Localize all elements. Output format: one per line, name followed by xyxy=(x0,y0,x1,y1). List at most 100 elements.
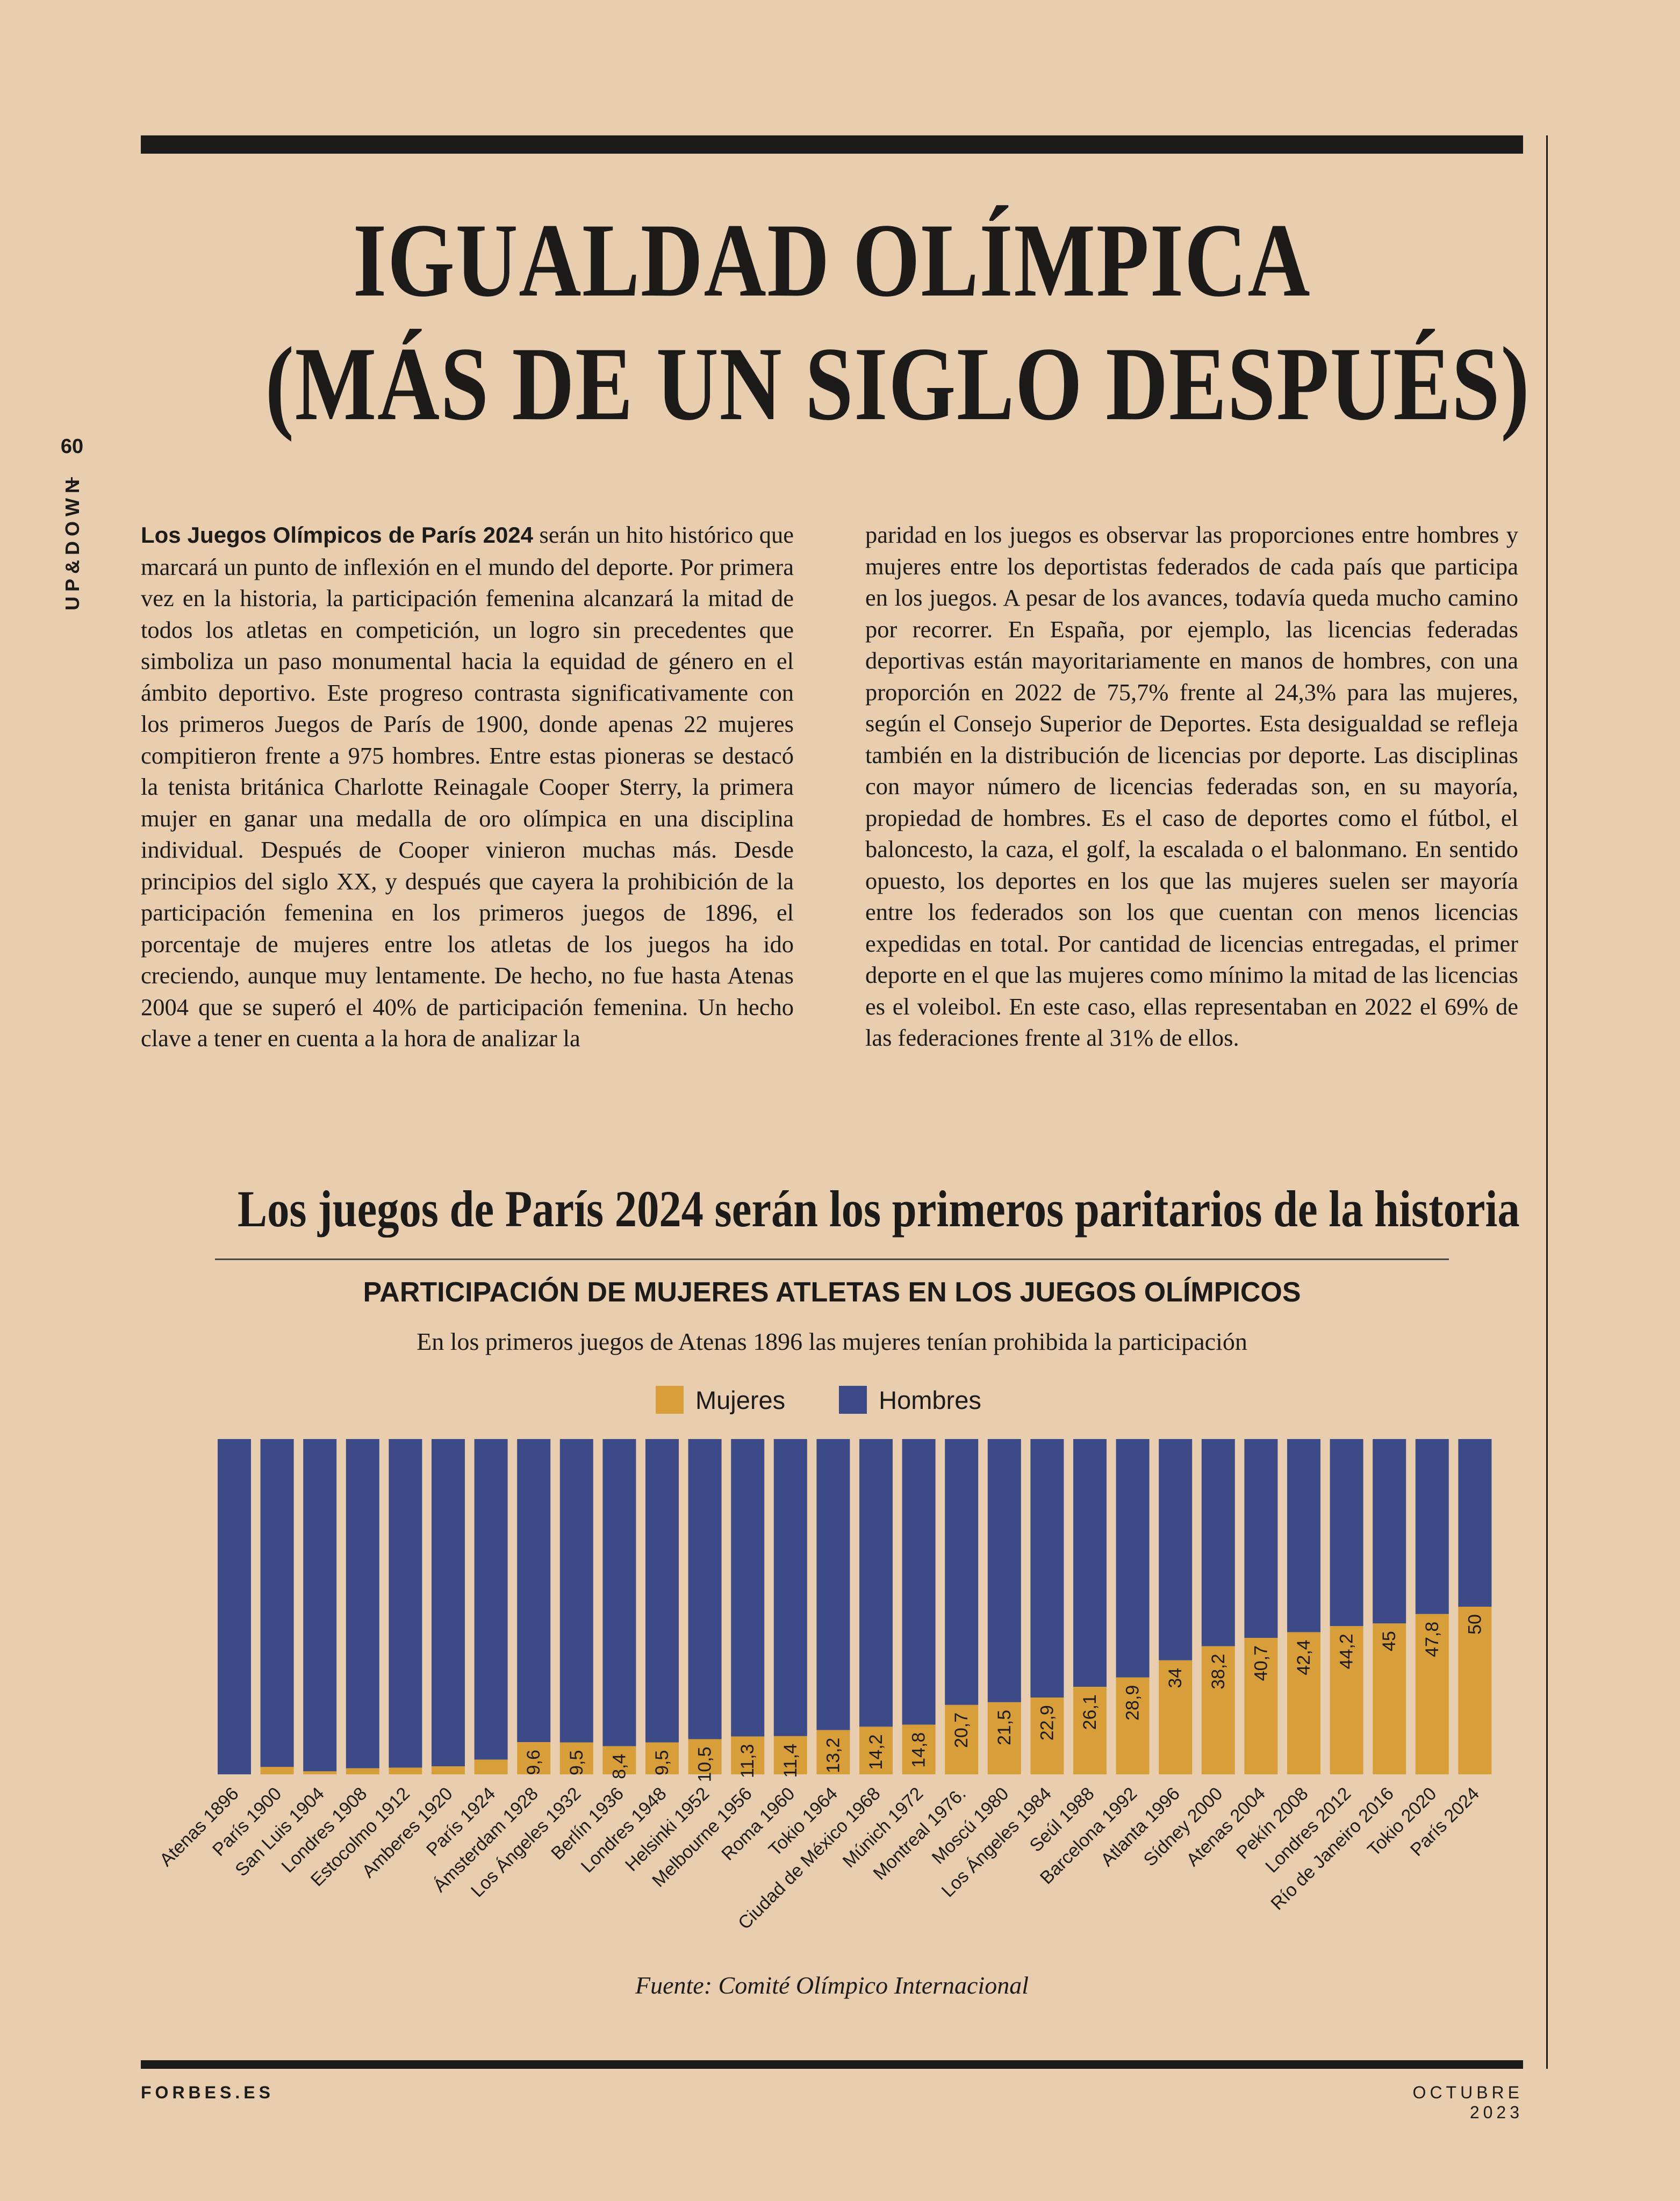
bar-hombres xyxy=(731,1439,765,1737)
legend-label-mujeres: Mujeres xyxy=(695,1385,786,1414)
category-label: Moscú 1980 xyxy=(928,1783,1013,1868)
bar-mujeres xyxy=(1330,1626,1363,1774)
bar-mujeres xyxy=(260,1767,294,1774)
article-column-1: Los Juegos Olímpicos de París 2024 serán… xyxy=(141,519,794,1054)
bar-hombres xyxy=(645,1439,679,1743)
bar-mujeres xyxy=(1415,1614,1449,1774)
headline-rule xyxy=(215,1258,1449,1260)
bar-hombres xyxy=(303,1439,337,1772)
category-label: Seúl 1988 xyxy=(1026,1783,1099,1856)
bar-mujeres xyxy=(389,1767,422,1774)
article-title-line-1: IGUALDAD OLÍMPICA xyxy=(353,202,1311,319)
bar-value-label: 38,2 xyxy=(1208,1654,1229,1689)
bar-value-label: 13,2 xyxy=(823,1738,843,1773)
category-label: Los Ángeles 1932 xyxy=(467,1783,585,1901)
legend-swatch-hombres xyxy=(839,1386,867,1414)
bar-mujeres xyxy=(688,1739,722,1774)
bar-hombres xyxy=(474,1439,508,1760)
bar-mujeres xyxy=(816,1730,850,1774)
bar-mujeres xyxy=(1030,1697,1064,1774)
category-label: Pekín 2008 xyxy=(1232,1783,1312,1864)
chart-title: PARTICIPACIÓN DE MUJERES ATLETAS EN LOS … xyxy=(363,1277,1301,1308)
page-number: 60 xyxy=(60,435,84,458)
bar-mujeres xyxy=(517,1742,551,1774)
bar-hombres xyxy=(1201,1439,1235,1646)
bar-value-label: 14,8 xyxy=(909,1732,929,1768)
category-label: Ciudad de México 1968 xyxy=(734,1783,884,1933)
bar-mujeres xyxy=(1201,1646,1235,1774)
bar-mujeres xyxy=(945,1704,979,1774)
bar-mujeres xyxy=(645,1742,679,1774)
bar-mujeres xyxy=(559,1742,593,1774)
bar-mujeres xyxy=(859,1727,893,1774)
bar-mujeres xyxy=(303,1771,337,1774)
bar-mujeres xyxy=(432,1766,465,1774)
chart-subtitle: En los primeros juegos de Atenas 1896 la… xyxy=(417,1328,1247,1355)
legend-item-mujeres: Mujeres xyxy=(656,1385,785,1415)
bar-mujeres xyxy=(474,1759,508,1774)
bar-hombres xyxy=(1287,1439,1320,1632)
bar-hombres xyxy=(432,1439,465,1767)
category-label: Tokio 2020 xyxy=(1363,1783,1440,1860)
bar-mujeres xyxy=(987,1702,1021,1774)
bar-hombres xyxy=(602,1439,636,1746)
bar-value-label: 47,8 xyxy=(1422,1622,1442,1657)
bar-mujeres xyxy=(902,1724,936,1774)
bar-value-label: 9,6 xyxy=(523,1750,544,1775)
category-label: Los Ángeles 1984 xyxy=(938,1783,1056,1901)
bar-hombres xyxy=(517,1439,551,1743)
category-label: Ámsterdam 1928 xyxy=(429,1783,542,1896)
bottom-rule xyxy=(141,2060,1523,2069)
bar-value-label: 26,1 xyxy=(1080,1694,1100,1730)
bar-hombres xyxy=(902,1439,936,1725)
bar-value-label: 34 xyxy=(1165,1668,1186,1688)
bar-hombres xyxy=(1116,1439,1150,1678)
category-label: Montreal 1976. xyxy=(870,1783,970,1884)
bar-value-label: 45 xyxy=(1379,1631,1399,1651)
category-label: París 2024 xyxy=(1406,1783,1483,1860)
article-lead: Los Juegos Olímpicos de París 2024 xyxy=(141,522,534,548)
bar-hombres xyxy=(1330,1439,1363,1627)
legend-label-hombres: Hombres xyxy=(879,1385,981,1414)
bar-hombres xyxy=(987,1439,1021,1702)
bar-value-label: 44,2 xyxy=(1337,1634,1357,1669)
category-label: Múnich 1972 xyxy=(839,1783,928,1872)
category-label: Londres 1908 xyxy=(278,1783,371,1877)
bar-hombres xyxy=(389,1439,422,1768)
bar-hombres xyxy=(346,1439,379,1768)
category-label: Atlanta 1996 xyxy=(1097,1783,1184,1871)
bar-mujeres xyxy=(731,1736,765,1774)
article-title-line-2: (MÁS DE UN SIGLO DESPUÉS) xyxy=(265,326,1531,442)
legend-swatch-mujeres xyxy=(656,1386,684,1414)
bar-hombres xyxy=(1030,1439,1064,1698)
category-label: Melbourne 1956 xyxy=(648,1783,756,1891)
category-label: San Luis 1904 xyxy=(231,1783,328,1881)
category-label: Río de Janeiro 2016 xyxy=(1267,1783,1397,1914)
bar-hombres xyxy=(945,1439,979,1705)
bar-value-label: 11,4 xyxy=(780,1744,801,1778)
bar-value-label: 20,7 xyxy=(951,1713,972,1748)
bar-hombres xyxy=(859,1439,893,1727)
category-label: Amberes 1920 xyxy=(358,1783,456,1882)
bar-mujeres xyxy=(1458,1607,1492,1774)
legend-item-hombres: Hombres xyxy=(839,1385,981,1415)
category-label: Atenas 2004 xyxy=(1182,1783,1269,1871)
chart-source: Fuente: Comité Olímpico Internacional xyxy=(635,1972,1029,1999)
chart-headline: Los juegos de París 2024 serán los prime… xyxy=(238,1180,1520,1238)
bar-hombres xyxy=(816,1439,850,1730)
bar-hombres xyxy=(688,1439,722,1739)
category-label: París 1924 xyxy=(422,1783,499,1860)
bar-value-label: 22,9 xyxy=(1037,1705,1057,1740)
page-number-rule xyxy=(71,477,73,486)
category-label: Roma 1960 xyxy=(717,1783,799,1865)
bar-mujeres xyxy=(602,1746,636,1774)
category-label: Londres 1948 xyxy=(577,1783,671,1877)
category-label: Atenas 1896 xyxy=(156,1783,243,1871)
bar-value-label: 10,5 xyxy=(695,1746,715,1782)
article-title: IGUALDAD OLÍMPICA (MÁS DE UN SIGLO DESPU… xyxy=(265,199,1531,446)
bar-mujeres xyxy=(346,1768,379,1774)
footer-publication: FORBES.ES xyxy=(141,2083,274,2102)
bar-mujeres xyxy=(1244,1638,1278,1774)
bar-value-label: 9,5 xyxy=(566,1750,587,1775)
category-label: Sídney 2000 xyxy=(1140,1783,1227,1871)
